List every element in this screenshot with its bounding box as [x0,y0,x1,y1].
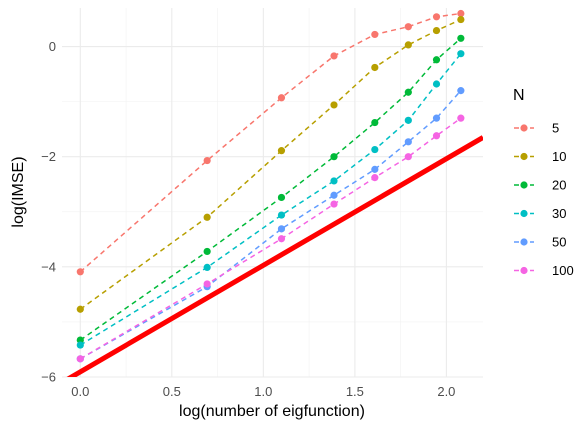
data-point [277,193,286,202]
x-axis-title: log(number of eigfunction) [179,403,365,420]
series-30 [76,50,465,349]
data-point [432,132,441,140]
legend-item: 20 [514,178,566,193]
x-tick-label: 0.0 [71,384,89,399]
data-point [76,268,84,276]
grid-minor [62,8,483,377]
series-line [79,53,462,346]
series-20 [76,34,465,344]
series-layer [76,9,465,363]
data-point [371,165,379,173]
data-point [203,213,211,221]
legend-key-point [520,238,528,246]
data-point [371,30,379,39]
legend-key-point [520,209,528,218]
data-point [432,114,441,122]
data-point [330,191,338,199]
y-tick-label: 0 [49,39,56,54]
legend-label: 30 [552,206,566,221]
legend-key-point [520,266,528,275]
legend-label: 5 [552,121,559,136]
data-point [76,305,84,313]
y-axis-ticks: −6 −4 −2 0 [41,39,56,384]
data-point [76,341,84,349]
data-point [330,101,338,109]
data-point [457,34,465,42]
data-point [404,116,412,124]
legend-label: 50 [552,235,566,250]
data-point [76,336,84,344]
x-tick-label: 0.5 [163,384,181,399]
data-point [330,177,338,185]
data-point [330,200,338,208]
data-point [404,138,412,146]
legend-title: N [513,87,525,104]
series-10 [76,15,465,313]
x-tick-label: 1.5 [346,384,364,399]
data-point [277,225,286,233]
series-line [79,37,462,341]
series-100 [76,114,465,363]
legend-label: 20 [552,178,566,193]
legend-item: 30 [514,206,566,221]
y-tick-label: −6 [41,370,56,385]
data-point [277,94,286,102]
legend-item: 5 [514,121,559,136]
data-point [203,156,211,165]
data-point [432,56,441,64]
data-point [76,355,84,363]
legend-item: 10 [514,149,566,164]
data-point [432,26,441,35]
data-point [371,63,379,72]
data-point [371,118,379,127]
data-point [203,263,211,272]
legend-key-point [520,152,528,161]
data-point [457,15,465,24]
series-line [79,18,462,310]
data-point [203,247,211,256]
y-tick-label: −4 [41,259,56,274]
legend-key-point [520,181,528,189]
legend-item: 100 [514,263,574,278]
data-point [371,174,379,182]
x-axis-ticks: 0.0 0.5 1.0 1.5 2.0 [71,384,455,399]
legend-label: 10 [552,149,566,164]
data-point [457,87,465,95]
reference-line-layer [66,135,483,377]
series-line [79,90,462,360]
legend-key-point [520,124,528,132]
y-tick-label: −2 [41,149,56,164]
legend-label: 100 [552,263,574,278]
series-5 [76,9,465,276]
x-tick-label: 1.0 [254,384,272,399]
data-point [330,52,338,60]
series-line [79,12,461,273]
grid-major [62,8,483,378]
data-point [277,211,286,219]
x-tick-label: 2.0 [437,384,455,399]
data-point [404,23,412,31]
data-point [277,235,286,243]
legend: N 5 10 20 30 50 100 [513,87,574,278]
data-point [457,50,465,58]
data-point [371,145,379,154]
data-point [203,280,211,288]
data-point [404,153,412,161]
data-point [457,9,465,18]
data-point [330,153,338,161]
data-point [432,80,441,88]
data-point [457,114,465,122]
data-point [404,41,412,49]
data-point [404,88,412,96]
data-point [277,147,286,155]
reference-line [66,135,483,377]
data-point [432,13,441,21]
y-axis-title: log(IMSE) [10,156,27,227]
series-line [79,117,462,360]
legend-item: 50 [514,235,566,250]
